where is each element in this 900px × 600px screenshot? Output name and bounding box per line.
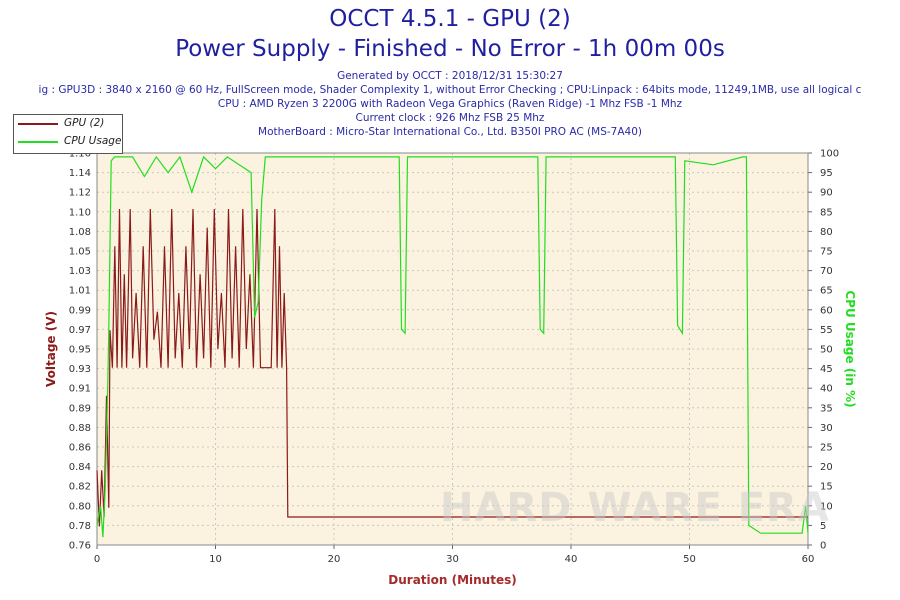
y-right-tick-label: 30 [820,423,833,434]
y-right-tick-label: 80 [820,227,833,238]
y-left-tick-label: 0.93 [69,364,91,375]
y-right-tick-label: 75 [820,247,833,258]
chart-title: OCCT 4.5.1 - GPU (2) [329,6,571,32]
watermark: HARD WARE ERA [440,485,830,531]
series-line-gpu [96,208,808,527]
y-right-tick-label: 0 [820,541,826,552]
y-left-tick-label: 1.16 [69,149,91,160]
legend-item-gpu: GPU (2) [14,115,122,133]
y-left-tick-label: 1.12 [69,188,91,199]
y-left-tick-label: 1.05 [69,247,91,258]
y-left-tick-label: 0.84 [69,462,91,473]
y-left-tick-label: 0.97 [69,325,91,336]
clock-info: Current clock : 926 Mhz FSB 25 Mhz [355,112,545,124]
x-tick-label: 10 [209,554,222,565]
y-right-tick-label: 50 [820,345,833,356]
x-tick-label: 60 [802,554,815,565]
motherboard-info: MotherBoard : Micro-Star International C… [258,126,642,138]
y-right-tick-label: 90 [820,188,833,199]
y-right-axis-label: CPU Usage (in %) [843,290,857,407]
y-left-tick-label: 1.03 [69,266,91,277]
config-info: ig : GPU3D : 3840 x 2160 @ 60 Hz, FullSc… [38,84,862,96]
y-right-tick-label: 40 [820,384,833,395]
legend: GPU (2) CPU Usage [13,114,123,154]
y-left-tick-label: 0.88 [69,423,91,434]
y-left-tick-label: 1.10 [69,207,91,218]
y-left-tick-label: 0.99 [69,305,91,316]
x-tick-label: 20 [328,554,341,565]
y-left-tick-label: 1.08 [69,227,91,238]
legend-swatch-gpu [18,123,58,125]
y-left-axis-label: Voltage (V) [44,311,58,387]
y-right-tick-label: 35 [820,403,833,414]
y-left-tick-label: 0.86 [69,443,91,454]
y-right-tick-label: 55 [820,325,833,336]
y-left-tick-label: 0.78 [69,521,91,532]
y-left-tick-label: 0.82 [69,482,91,493]
plot-border [96,152,809,546]
x-tick-label: 50 [683,554,696,565]
y-right-tick-label: 45 [820,364,833,375]
x-axis-label: Duration (Minutes) [388,573,516,587]
y-right-tick-label: 5 [820,521,826,532]
y-left-tick-label: 1.14 [69,168,91,179]
y-right-tick-label: 10 [820,501,833,512]
y-left-tick-label: 0.89 [69,403,91,414]
y-left-tick-label: 0.95 [69,345,91,356]
y-right-tick-label: 100 [820,149,839,160]
y-right-tick-label: 60 [820,305,833,316]
series-line-cpu [96,155,809,538]
x-tick-label: 30 [446,554,459,565]
cpu-info: CPU : AMD Ryzen 3 2200G with Radeon Vega… [217,98,683,110]
y-right-tick-label: 20 [820,462,833,473]
legend-label-cpu: CPU Usage [64,135,122,147]
y-right-tick-label: 85 [820,207,833,218]
legend-swatch-cpu [18,141,58,143]
x-tick-label: 0 [94,554,100,565]
y-left-tick-label: 1.01 [69,286,91,297]
legend-label-gpu: GPU (2) [64,117,105,129]
y-left-tick-label: 0.91 [69,384,91,395]
y-left-tick-label: 0.80 [69,501,91,512]
legend-item-cpu: CPU Usage [14,133,122,151]
generated-info: Generated by OCCT : 2018/12/31 15:30:27 [337,70,563,82]
chart-subtitle: Power Supply - Finished - No Error - 1h … [175,36,725,62]
y-right-tick-label: 65 [820,286,833,297]
y-right-tick-label: 70 [820,266,833,277]
y-left-tick-label: 0.76 [69,541,91,552]
y-right-tick-label: 25 [820,443,833,454]
y-right-tick-label: 15 [820,482,833,493]
x-tick-label: 40 [565,554,578,565]
y-right-tick-label: 95 [820,168,833,179]
